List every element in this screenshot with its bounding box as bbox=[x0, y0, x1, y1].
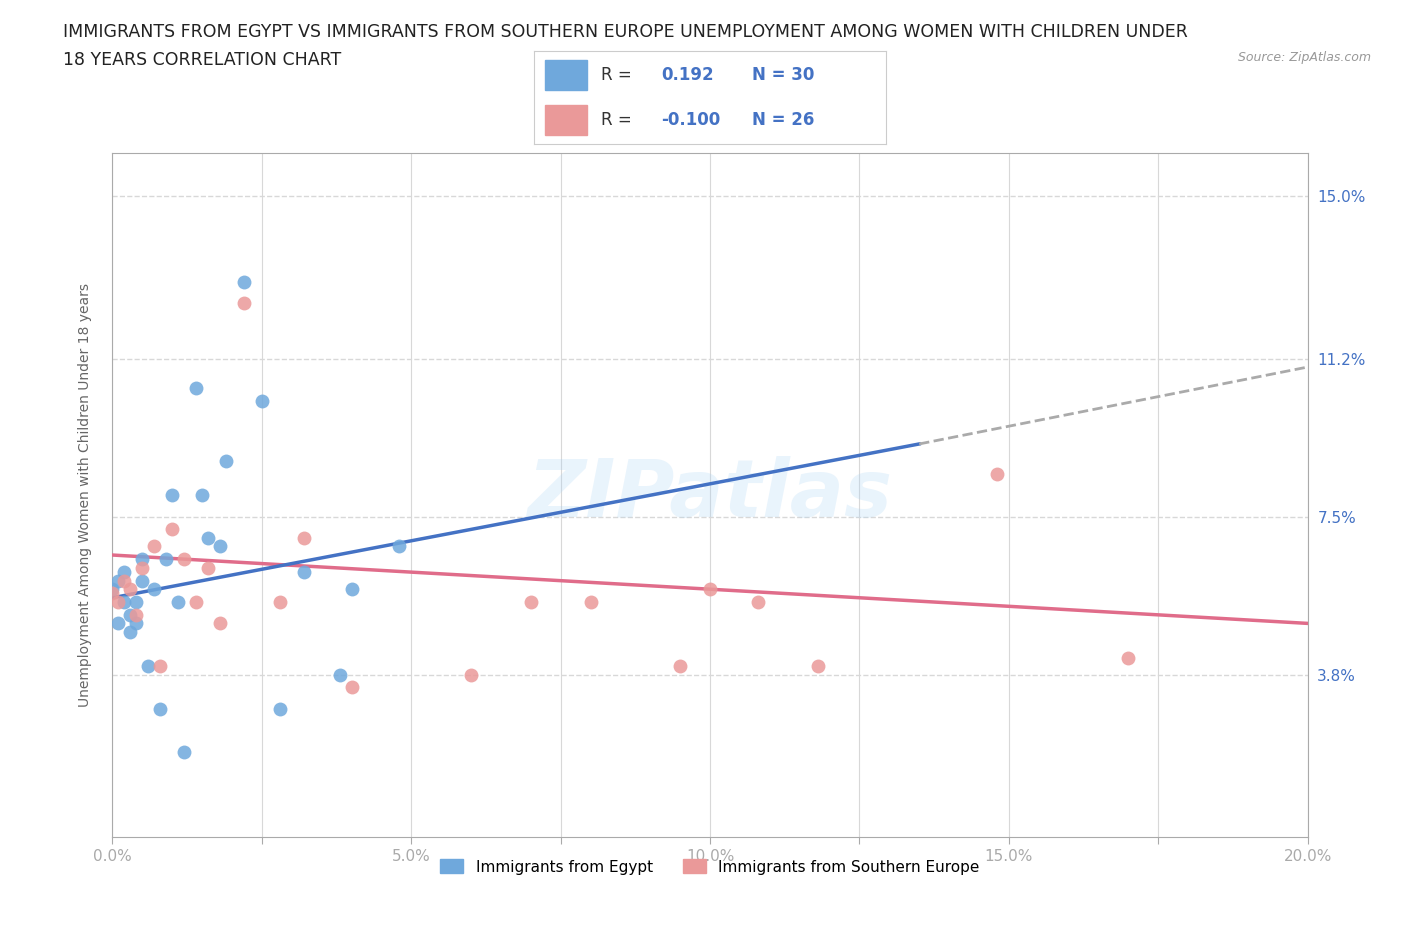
Point bbox=[173, 551, 195, 566]
Point bbox=[250, 393, 273, 408]
Point bbox=[1118, 650, 1140, 665]
Point bbox=[329, 667, 352, 682]
Point bbox=[388, 539, 411, 554]
Point bbox=[699, 582, 721, 597]
Text: 18 YEARS CORRELATION CHART: 18 YEARS CORRELATION CHART bbox=[63, 51, 342, 69]
Point bbox=[131, 551, 153, 566]
Point bbox=[114, 573, 135, 588]
Point bbox=[120, 582, 142, 597]
Bar bbox=[544, 60, 586, 90]
Text: N = 30: N = 30 bbox=[752, 66, 814, 85]
Point bbox=[292, 565, 315, 579]
Point bbox=[269, 701, 291, 716]
Text: ZIPatlas: ZIPatlas bbox=[527, 457, 893, 534]
Point bbox=[807, 658, 830, 673]
Point bbox=[162, 522, 183, 537]
Text: R =: R = bbox=[602, 111, 631, 129]
Point bbox=[167, 594, 190, 609]
Text: IMMIGRANTS FROM EGYPT VS IMMIGRANTS FROM SOUTHERN EUROPE UNEMPLOYMENT AMONG WOME: IMMIGRANTS FROM EGYPT VS IMMIGRANTS FROM… bbox=[63, 23, 1188, 41]
Point bbox=[131, 573, 153, 588]
Point bbox=[143, 582, 166, 597]
Y-axis label: Unemployment Among Women with Children Under 18 years: Unemployment Among Women with Children U… bbox=[77, 284, 91, 707]
Point bbox=[114, 565, 135, 579]
Point bbox=[197, 561, 219, 576]
Point bbox=[125, 616, 148, 631]
Point bbox=[669, 658, 692, 673]
Point bbox=[173, 744, 195, 759]
Legend: Immigrants from Egypt, Immigrants from Southern Europe: Immigrants from Egypt, Immigrants from S… bbox=[434, 854, 986, 881]
Text: N = 26: N = 26 bbox=[752, 111, 814, 129]
Point bbox=[143, 539, 166, 554]
Point bbox=[579, 594, 602, 609]
Point bbox=[120, 625, 142, 640]
Point bbox=[233, 274, 256, 289]
Point bbox=[269, 594, 291, 609]
Point bbox=[460, 667, 482, 682]
Text: Source: ZipAtlas.com: Source: ZipAtlas.com bbox=[1237, 51, 1371, 64]
Bar bbox=[544, 105, 586, 135]
Point bbox=[233, 296, 256, 311]
Point bbox=[197, 530, 219, 545]
Point bbox=[114, 594, 135, 609]
Point bbox=[107, 594, 129, 609]
Point bbox=[138, 658, 160, 673]
Text: R =: R = bbox=[602, 66, 631, 85]
Point bbox=[120, 607, 142, 622]
Point bbox=[747, 594, 769, 609]
Point bbox=[209, 539, 232, 554]
Point bbox=[149, 701, 172, 716]
Point bbox=[125, 594, 148, 609]
Point bbox=[155, 551, 177, 566]
Point bbox=[125, 607, 148, 622]
Point bbox=[149, 658, 172, 673]
Point bbox=[162, 488, 183, 503]
Point bbox=[186, 381, 208, 396]
Point bbox=[986, 467, 1008, 482]
Point bbox=[215, 454, 238, 469]
Point bbox=[107, 616, 129, 631]
Point bbox=[101, 586, 124, 601]
Point bbox=[209, 616, 232, 631]
Point bbox=[520, 594, 543, 609]
Point bbox=[340, 680, 363, 695]
Point bbox=[191, 488, 214, 503]
Text: -0.100: -0.100 bbox=[661, 111, 720, 129]
Point bbox=[340, 582, 363, 597]
Point bbox=[107, 573, 129, 588]
Point bbox=[292, 530, 315, 545]
Text: 0.192: 0.192 bbox=[661, 66, 713, 85]
Point bbox=[131, 561, 153, 576]
Point bbox=[186, 594, 208, 609]
Point bbox=[101, 582, 124, 597]
